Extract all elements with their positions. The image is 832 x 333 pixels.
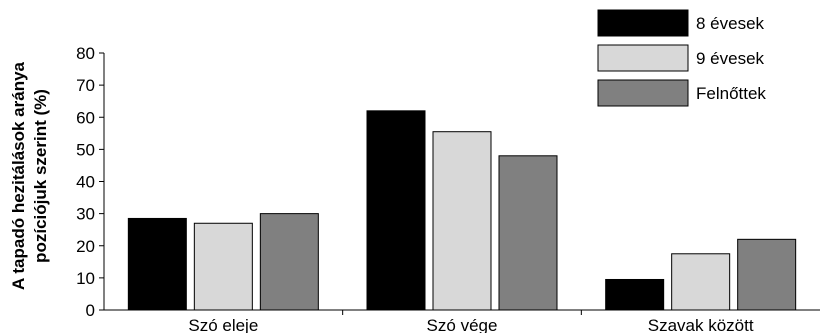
bar-2-2 [432, 131, 492, 311]
legend-label: Felnőttek [696, 84, 766, 103]
legend-label: 8 évesek [696, 14, 765, 33]
y-tick-label: 70 [76, 76, 95, 95]
legend-label: 9 évesek [696, 49, 765, 68]
y-axis-label-line-2: pozíciójuk szerint (%) [31, 89, 50, 263]
y-tick-label: 30 [76, 205, 95, 224]
bar-2-3 [671, 253, 731, 311]
bar-3-2 [498, 155, 558, 311]
legend-swatch [597, 44, 689, 72]
y-tick-label: 60 [76, 108, 95, 127]
bar-2-1 [193, 222, 253, 311]
x-category-label: Szavak között [648, 316, 754, 333]
y-axis-label-line-1: A tapadó hezitálások aránya [9, 61, 28, 290]
bars [127, 110, 797, 311]
bar-3-1 [259, 213, 319, 311]
bar-1-2 [366, 110, 426, 311]
bar-1-3 [605, 278, 665, 311]
bar-3-3 [737, 238, 797, 311]
bar-1-1 [127, 217, 187, 311]
y-tick-label: 10 [76, 269, 95, 288]
legend-swatch [597, 9, 689, 37]
x-category-label: Szó vége [427, 316, 498, 333]
legend: 8 évesek 9 évesek Felnőttek [597, 9, 766, 107]
y-tick-label: 20 [76, 237, 95, 256]
x-axis: Szó eleje Szó vége Szavak között [104, 309, 820, 333]
y-axis: 0 10 20 30 40 50 60 70 80 [76, 44, 105, 320]
y-tick-label: 40 [76, 173, 95, 192]
y-tick-label: 0 [86, 301, 95, 320]
legend-swatch [597, 79, 689, 107]
x-category-label: Szó eleje [188, 316, 258, 333]
y-tick-label: 80 [76, 44, 95, 63]
y-tick-label: 50 [76, 140, 95, 159]
